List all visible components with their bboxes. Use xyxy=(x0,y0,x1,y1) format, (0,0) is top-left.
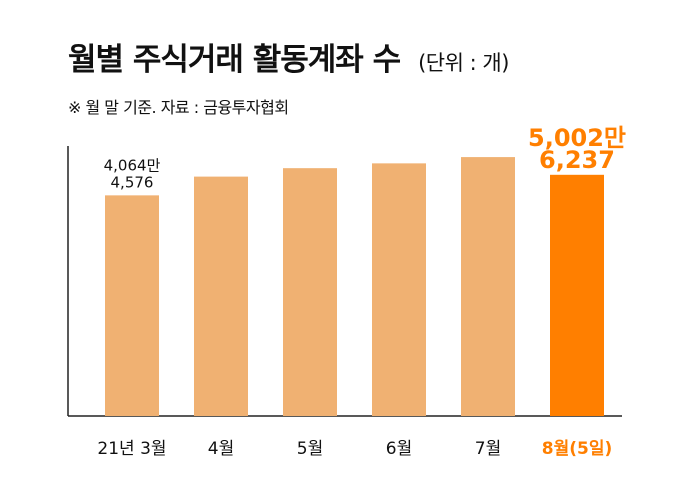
x-tick-label: 6월 xyxy=(386,439,412,459)
unit-label: (단위 : 개) xyxy=(418,51,509,75)
bar-4 xyxy=(372,163,426,416)
bar-1 xyxy=(105,195,159,416)
value-label: 4,576 xyxy=(111,173,154,191)
bar-6 xyxy=(550,174,604,416)
x-tick-label: 7월 xyxy=(475,439,501,459)
bar-3 xyxy=(283,168,337,416)
value-label: 5,002만 xyxy=(528,124,626,152)
x-tick-label: 21년 3월 xyxy=(97,439,166,459)
title-row: 월별 주식거래 활동계좌 수 (단위 : 개) xyxy=(68,34,509,79)
x-tick-label: 5월 xyxy=(297,439,323,459)
value-label: 4,064만 xyxy=(104,156,161,174)
x-tick-label: 8월(5일) xyxy=(542,439,612,459)
bar-2 xyxy=(194,176,248,416)
chart-title: 월별 주식거래 활동계좌 수 xyxy=(68,42,401,78)
x-tick-label: 4월 xyxy=(208,439,234,459)
source-note: ※ 월 말 기준. 자료 : 금융투자협회 xyxy=(68,98,289,117)
bar-5 xyxy=(461,157,515,416)
value-label: 6,237 xyxy=(539,146,615,174)
